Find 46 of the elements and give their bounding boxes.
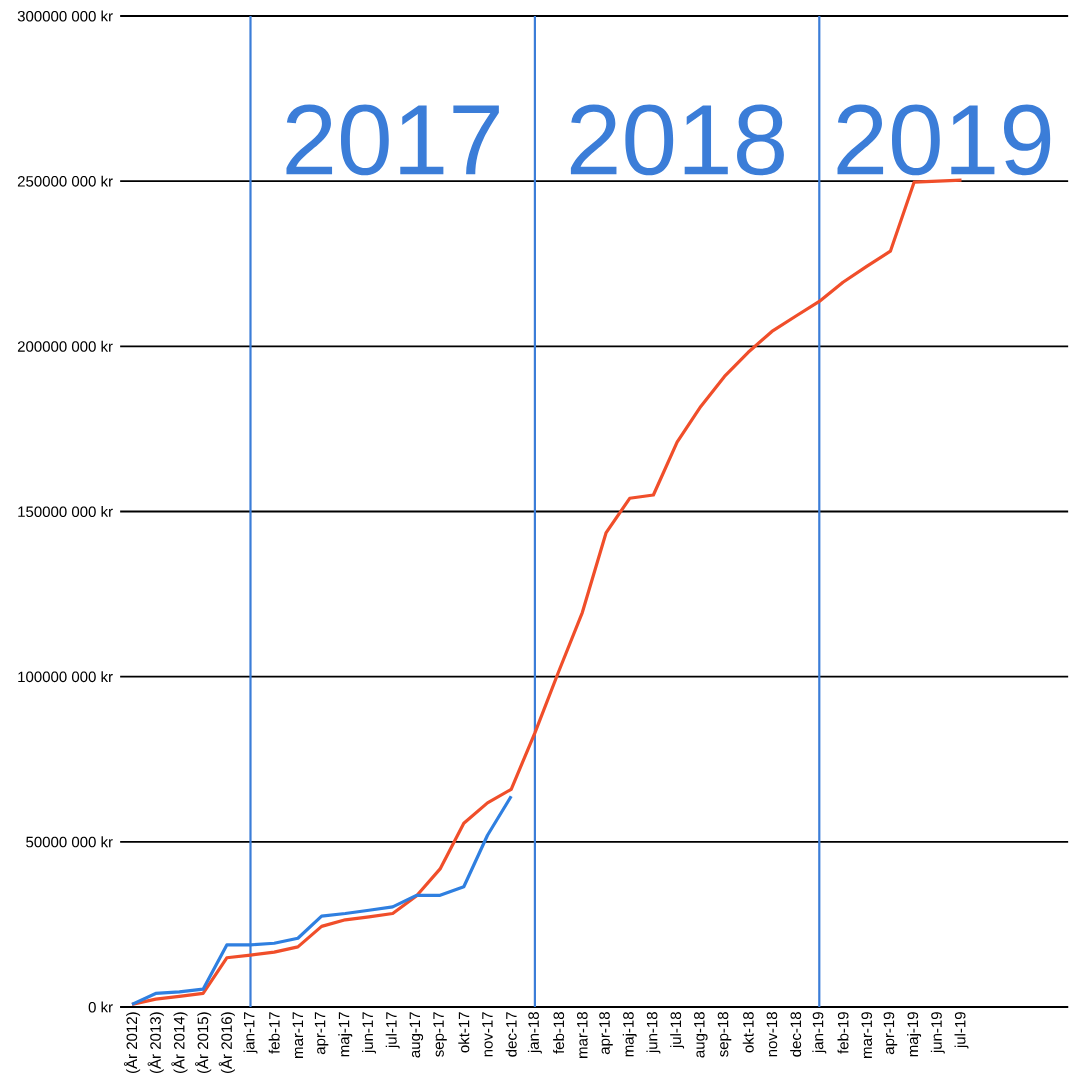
x-tick-label: apr-19 xyxy=(883,1012,898,1055)
x-tick-label: jun-17 xyxy=(362,1012,376,1054)
x-tick-label: dec-17 xyxy=(505,1012,517,1057)
x-tick-label: maj-19 xyxy=(907,1012,922,1057)
x-tick-label: sep-17 xyxy=(433,1012,447,1057)
y-tick-label: 0 kr xyxy=(88,1001,113,1013)
x-tick-label: okt-18 xyxy=(742,1012,754,1053)
x-tick-label: (År 2015) xyxy=(195,1012,212,1073)
x-tick-label: jul-18 xyxy=(670,1012,685,1049)
x-tick-label: (År 2014) xyxy=(171,1012,188,1073)
x-tick-label: aug-17 xyxy=(409,1012,424,1058)
x-tick-label: feb-18 xyxy=(553,1012,565,1054)
y-tick-label: 250000 000 kr xyxy=(17,175,113,187)
x-tick-label: nov-18 xyxy=(766,1012,778,1057)
x-tick-label: mar-17 xyxy=(292,1012,304,1058)
annotation: 2017 xyxy=(286,104,499,176)
annotation: 2019 xyxy=(837,104,1051,176)
x-tick-label: jul-17 xyxy=(385,1012,400,1049)
x-tick-label: okt-17 xyxy=(458,1012,470,1053)
x-tick-label: nov-17 xyxy=(482,1012,493,1057)
x-tick-label: apr-17 xyxy=(314,1012,329,1055)
x-tick-label: jan-18 xyxy=(527,1012,542,1054)
y-tick-label: 100000 000 kr xyxy=(18,671,113,683)
x-tick-label: apr-18 xyxy=(599,1012,613,1055)
x-tick-label: mar-19 xyxy=(861,1012,873,1058)
x-tick-label: aug-18 xyxy=(694,1012,708,1058)
x-tick-label: mar-18 xyxy=(576,1012,588,1058)
x-tick-label: jul-19 xyxy=(954,1012,969,1049)
x-tick-label: maj-17 xyxy=(338,1012,353,1057)
annotation: 2018 xyxy=(570,104,784,176)
x-tick-label: feb-17 xyxy=(268,1012,280,1054)
y-tick-label: 200000 000 kr xyxy=(17,340,113,352)
x-tick-label: jan-19 xyxy=(812,1012,827,1054)
x-tick-label: jun-19 xyxy=(930,1012,945,1054)
x-tick-label: feb-19 xyxy=(837,1012,849,1054)
x-tick-label: jun-18 xyxy=(646,1012,661,1054)
x-tick-label: (År 2016) xyxy=(218,1012,235,1073)
y-tick-label: 300000 000 kr xyxy=(17,10,113,22)
y-tick-label: 50000 000 kr xyxy=(26,836,113,848)
x-tick-label: dec-18 xyxy=(790,1012,802,1057)
x-tick-label: (År 2013) xyxy=(147,1012,164,1073)
y-tick-label: 150000 000 kr xyxy=(18,506,113,518)
x-tick-label: (År 2012) xyxy=(123,1012,141,1073)
x-tick-label: sep-18 xyxy=(717,1012,732,1057)
x-tick-label: jan-17 xyxy=(243,1012,258,1054)
x-tick-label: maj-18 xyxy=(622,1012,637,1057)
